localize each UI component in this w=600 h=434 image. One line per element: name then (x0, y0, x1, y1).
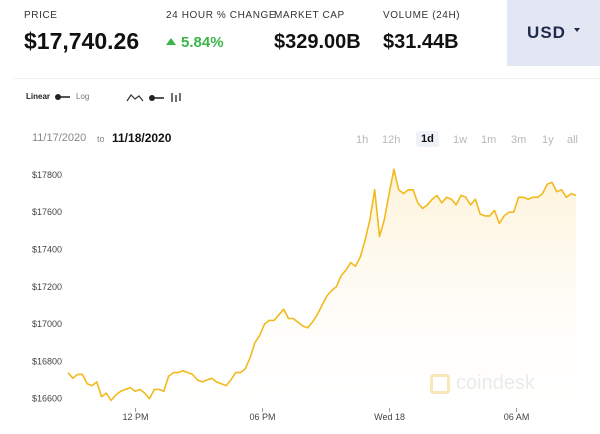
change-label: 24 HOUR % CHANGE (166, 10, 277, 21)
x-tick-label: 06 AM (504, 412, 530, 422)
price-value: $17,740.26 (24, 28, 140, 54)
price-label: PRICE (24, 10, 58, 21)
chevron-down-icon (573, 28, 580, 32)
candlestick-icon[interactable] (170, 92, 182, 103)
currency-label: USD (527, 23, 566, 42)
timeframe-12h-button[interactable]: 12h (382, 134, 401, 146)
timeframe-1h-button[interactable]: 1h (356, 134, 369, 146)
watermark: coindesk (430, 372, 535, 395)
y-tick-label: $17000 (32, 319, 62, 329)
timeframe-1w-button[interactable]: 1w (453, 134, 468, 146)
x-tick-label: 06 PM (250, 412, 276, 422)
change-value: 5.84% (181, 34, 224, 51)
chart-type-toggle[interactable] (126, 92, 182, 103)
y-tick-label: $17800 (32, 170, 62, 180)
market-cap-label: MARKET CAP (274, 10, 345, 21)
scale-switch[interactable] (55, 93, 71, 100)
timeframe-1d-button[interactable]: 1d (416, 131, 439, 147)
log-label: Log (76, 92, 90, 101)
volume-label: VOLUME (24H) (383, 10, 461, 21)
watermark-text: coindesk (456, 372, 535, 394)
currency-dropdown[interactable]: USD (507, 0, 600, 66)
x-tick-label: 12 PM (123, 412, 149, 422)
timeframe-1y-button[interactable]: 1y (542, 134, 554, 146)
change-value-wrap: 5.84% (166, 34, 224, 51)
header-divider (14, 78, 600, 79)
y-tick-label: $16600 (32, 394, 62, 404)
chart-type-switch[interactable] (149, 94, 164, 101)
linear-label: Linear (26, 92, 51, 101)
y-tick-label: $17400 (32, 245, 62, 255)
timeframe-1m-button[interactable]: 1m (481, 134, 497, 146)
line-chart-icon[interactable] (126, 93, 144, 103)
scale-toggle[interactable]: Linear Log (26, 92, 89, 101)
volume-value: $31.44B (383, 31, 459, 53)
coindesk-logo-icon (430, 373, 450, 394)
timeframe-3m-button[interactable]: 3m (511, 134, 527, 146)
timeframe-all-button[interactable]: all (567, 134, 579, 146)
x-tick-label: Wed 18 (374, 412, 405, 422)
y-tick-label: $17600 (32, 207, 62, 217)
range-end-date[interactable]: 11/18/2020 (112, 131, 172, 145)
range-to-label: to (97, 134, 105, 144)
price-line (67, 168, 577, 402)
market-cap-value: $329.00B (274, 31, 361, 53)
up-arrow-icon (166, 38, 176, 45)
range-start-date[interactable]: 11/17/2020 (32, 132, 87, 144)
y-tick-label: $17200 (32, 282, 62, 292)
y-tick-label: $16800 (32, 356, 62, 366)
